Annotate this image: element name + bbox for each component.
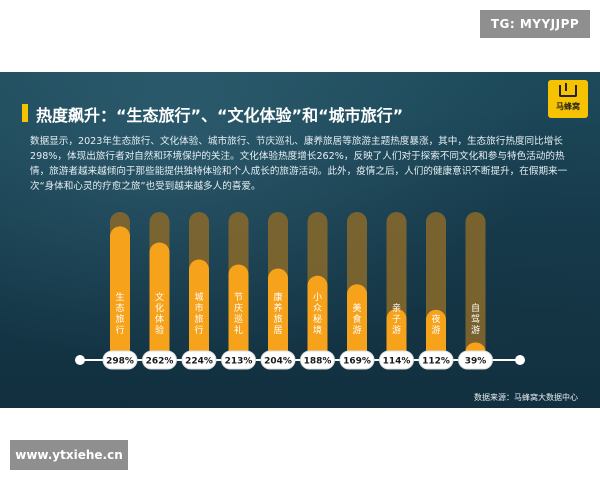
bar-category-label: 文化体验 — [155, 291, 164, 336]
bar — [347, 284, 367, 360]
bar — [110, 226, 130, 360]
brand-logo: 马蜂窝 — [548, 80, 588, 118]
bar-track — [465, 212, 486, 360]
bar-value-label: 169% — [343, 357, 371, 367]
value-pill — [260, 350, 296, 370]
value-pill — [142, 350, 177, 370]
bar-category-label: 生态旅行 — [115, 291, 124, 336]
infographic-panel: 马蜂窝 热度飙升：“生态旅行”、“文化体验”和“城市旅行” 数据显示，2023年… — [0, 72, 600, 408]
bar-category-label: 城市旅行 — [194, 292, 203, 336]
bar — [426, 309, 446, 360]
logo-icon — [559, 83, 577, 97]
logo-text: 马蜂窝 — [556, 102, 580, 111]
value-pill — [418, 350, 454, 370]
bar-category-label: 夜游 — [431, 313, 440, 336]
bar — [189, 259, 209, 360]
bar — [307, 275, 328, 360]
bar-value-label: 224% — [185, 357, 213, 367]
bar — [149, 242, 170, 360]
bar-value-label: 188% — [304, 357, 332, 367]
bar — [228, 264, 249, 360]
bar-value-label: 39% — [465, 357, 487, 367]
value-pill — [379, 350, 414, 370]
value-pill — [339, 350, 375, 370]
value-pill — [102, 350, 138, 370]
bar-category-label: 小众秘境 — [313, 292, 322, 336]
bar-value-label: 114% — [383, 357, 411, 367]
value-pill — [300, 350, 335, 370]
value-pill — [181, 350, 217, 370]
bar-category-label: 康养旅居 — [273, 291, 282, 336]
bar-category-label: 节庆巡礼 — [234, 292, 243, 336]
bar-chart: 生态旅行 298% 文化体验 262% 城市旅行 224% 节庆巡礼 213% 康养旅居 204%… — [75, 212, 525, 370]
axis-start-dot — [75, 355, 85, 365]
bar-value-label: 262% — [146, 357, 174, 367]
bar-category-label: 美食游 — [352, 302, 361, 336]
description-text: 数据显示，2023年生态旅行、文化体验、城市旅行、节庆巡礼、康养旅居等旅游主题热… — [30, 136, 568, 192]
bar-category-label: 自驾游 — [471, 302, 480, 336]
bar-category-label: 亲子游 — [392, 302, 401, 336]
value-pill — [221, 350, 256, 370]
bar-value-label: 112% — [422, 357, 450, 367]
value-pill — [458, 350, 493, 370]
page-title: 热度飙升：“生态旅行”、“文化体验”和“城市旅行” — [36, 106, 404, 125]
bar-value-label: 213% — [225, 357, 253, 367]
bar-value-label: 204% — [264, 357, 292, 367]
bar — [268, 268, 288, 360]
site-watermark: www.ytxiehe.cn — [10, 440, 128, 470]
bar-value-label: 298% — [106, 357, 134, 367]
tg-badge: TG: MYYJJPP — [480, 10, 590, 38]
data-source: 数据来源：马蜂窝大数据中心 — [474, 393, 578, 402]
title-accent-bar — [22, 104, 28, 122]
bar — [386, 308, 407, 360]
axis-end-dot — [515, 355, 525, 365]
